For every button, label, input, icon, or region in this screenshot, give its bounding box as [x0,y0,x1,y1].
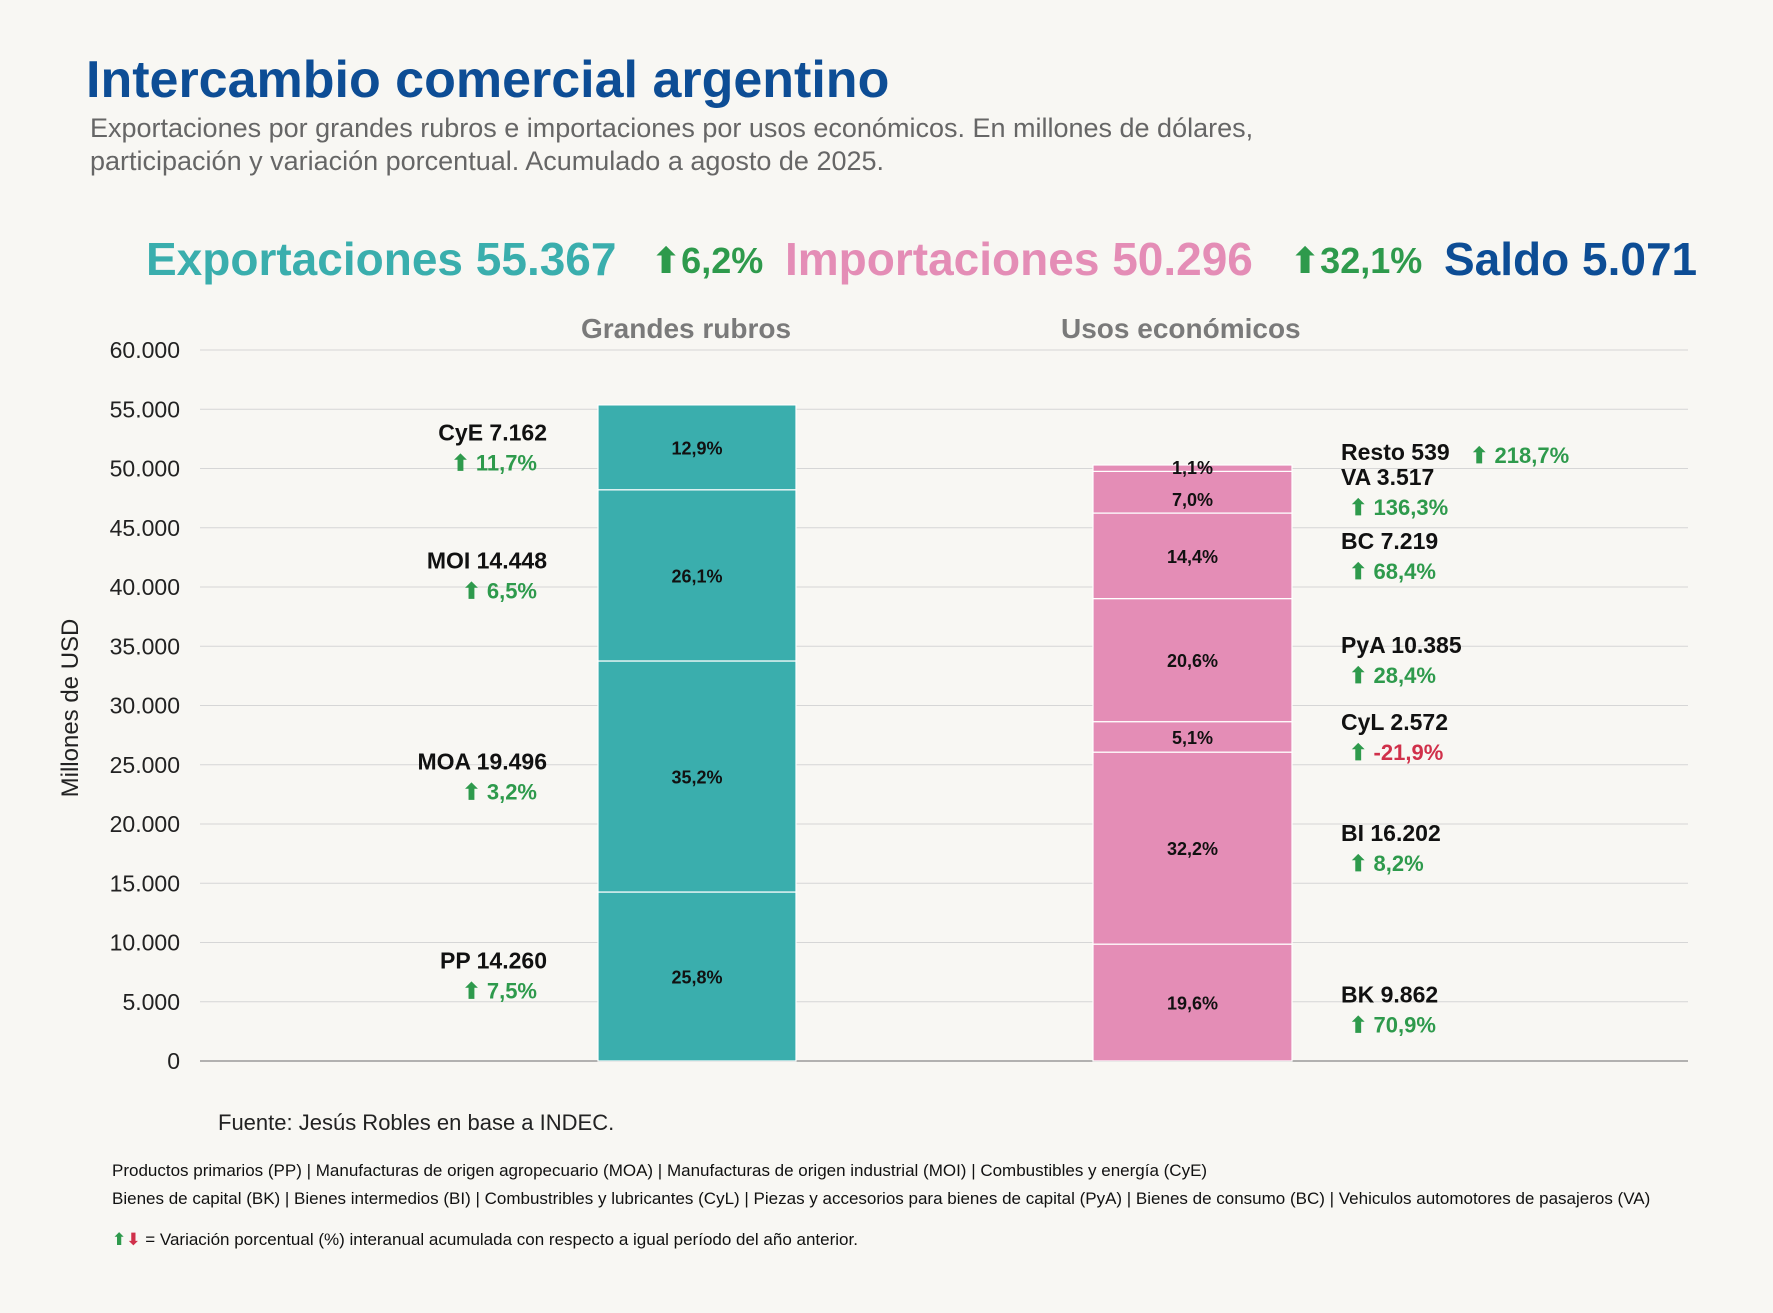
y-axis-label: Millones de USD [57,619,84,798]
exports-abbreviations: Productos primarios (PP) | Manufacturas … [112,1161,1208,1180]
imports-abbreviations: Bienes de capital (BK) | Bienes intermed… [112,1189,1651,1208]
segment-variation: ⬆ -21,9% [1349,740,1443,765]
bar-segment-bi [1092,751,1293,945]
segment-variation: ⬆ 8,2% [1349,851,1424,876]
segment-variation: ⬆ 218,7% [1470,443,1569,468]
share-label: 20,6% [1167,651,1218,671]
imports-total: Importaciones 50.296 [785,233,1253,285]
segment-label: CyE 7.162 [438,419,547,445]
share-label: 19,6% [1167,994,1218,1014]
segment-variation: ⬆ 3,2% [462,780,537,805]
arrow-up-icon: ⬆ [1349,663,1374,688]
trade-balance: Saldo 5.071 [1444,233,1698,285]
variation-value: 28,4% [1374,663,1436,688]
variation-value: 136,3% [1374,495,1449,520]
variation-value: 3,2% [487,780,537,805]
segment-label: PyA 10.385 [1341,632,1462,658]
imports-variation: ⬆32,1% [1290,240,1422,282]
variation-value: 6,5% [487,578,537,603]
bar-segment-resto [1092,464,1293,472]
arrow-up-icon: ⬆ [1349,1013,1374,1038]
exports-variation: ⬆6,2% [651,240,763,282]
y-tick-label: 25.000 [110,752,180,778]
segment-label: VA 3.517 [1341,464,1434,490]
variation-value: 8,2% [1374,851,1424,876]
share-label: 35,2% [671,768,722,788]
share-label: 7,0% [1172,490,1213,510]
segment-label: BC 7.219 [1341,528,1438,554]
bar-segment-bk [1092,943,1293,1062]
share-label: 32,2% [1167,839,1218,859]
arrow-up-icon: ⬆ [462,780,487,805]
arrow-up-icon: ⬆ [1349,495,1374,520]
y-tick-label: 0 [167,1048,180,1074]
arrow-down-icon: ⬇ [126,1230,141,1249]
y-tick-label: 15.000 [110,870,180,896]
y-tick-label: 10.000 [110,930,180,956]
arrow-up-icon: ⬆ [1349,559,1374,584]
arrow-up-icon: ⬆ [112,1230,127,1249]
variation-value: -21,9% [1374,740,1444,765]
arrow-up-icon: ⬆ [451,450,476,475]
segment-label: MOA 19.496 [417,749,547,775]
arrow-up-icon: ⬆ [462,578,487,603]
arrow-up-icon: ⬆ [651,240,682,281]
segment-variation: ⬆ 70,9% [1349,1013,1436,1038]
bar-segment-moa [597,660,797,893]
source-note: Fuente: Jesús Robles en base a INDEC. [218,1110,615,1135]
variation-value: 70,9% [1374,1013,1436,1038]
segment-variation: ⬆ 136,3% [1349,495,1448,520]
segment-label: MOI 14.448 [427,547,547,573]
segment-label: PP 14.260 [440,948,547,974]
exports-variation-value: 6,2% [681,240,764,281]
share-label: 26,1% [671,566,722,586]
bar-segment-cyl [1092,721,1293,753]
y-tick-label: 60.000 [110,337,180,363]
variation-value: 7,5% [487,979,537,1004]
y-tick-label: 5.000 [122,989,180,1015]
segment-variation: ⬆ 28,4% [1349,663,1436,688]
exports-total: Exportaciones 55.367 [146,233,617,285]
share-label: 14,4% [1167,547,1218,567]
bar-segment-pya [1092,598,1293,723]
variation-value: 68,4% [1374,559,1436,584]
segment-label: BI 16.202 [1341,820,1441,846]
variation-value: 11,7% [476,450,537,475]
arrow-up-icon: ⬆ [1349,740,1374,765]
y-tick-label: 55.000 [110,396,180,422]
bar-segment-pp [597,891,797,1062]
page-title: Intercambio comercial argentino [86,51,890,109]
arrow-up-icon: ⬆ [1470,443,1495,468]
group-title-exports: Grandes rubros [581,313,792,344]
share-label: 1,1% [1172,458,1213,478]
page-subtitle: Exportaciones por grandes rubros e impor… [90,113,1254,176]
variation-legend-text: = Variación porcentual (%) interanual ac… [145,1230,858,1249]
arrow-up-icon: ⬆ [1349,851,1374,876]
y-tick-label: 35.000 [110,633,180,659]
segment-label: CyL 2.572 [1341,709,1448,735]
share-label: 12,9% [671,438,722,458]
variation-value: 218,7% [1495,443,1570,468]
group-title-imports: Usos económicos [1061,313,1301,344]
imports-variation-value: 32,1% [1320,240,1423,281]
segment-variation: ⬆ 6,5% [462,578,537,603]
y-tick-label: 40.000 [110,574,180,600]
variation-legend: ⬆⬇ = Variación porcentual (%) interanual… [112,1230,858,1250]
y-tick-label: 20.000 [110,811,180,837]
arrow-up-icon: ⬆ [462,979,487,1004]
share-label: 5,1% [1172,728,1213,748]
y-tick-label: 45.000 [110,515,180,541]
segment-label: Resto 539 [1341,439,1450,465]
segment-variation: ⬆ 7,5% [462,979,537,1004]
segment-variation: ⬆ 11,7% [451,450,537,475]
y-tick-label: 50.000 [110,456,180,482]
bar-segment-cye [597,404,797,491]
segment-label: BK 9.862 [1341,982,1438,1008]
arrow-up-icon: ⬆ [1290,240,1321,281]
share-label: 25,8% [671,968,722,988]
y-tick-label: 30.000 [110,693,180,719]
segment-variation: ⬆ 68,4% [1349,559,1436,584]
